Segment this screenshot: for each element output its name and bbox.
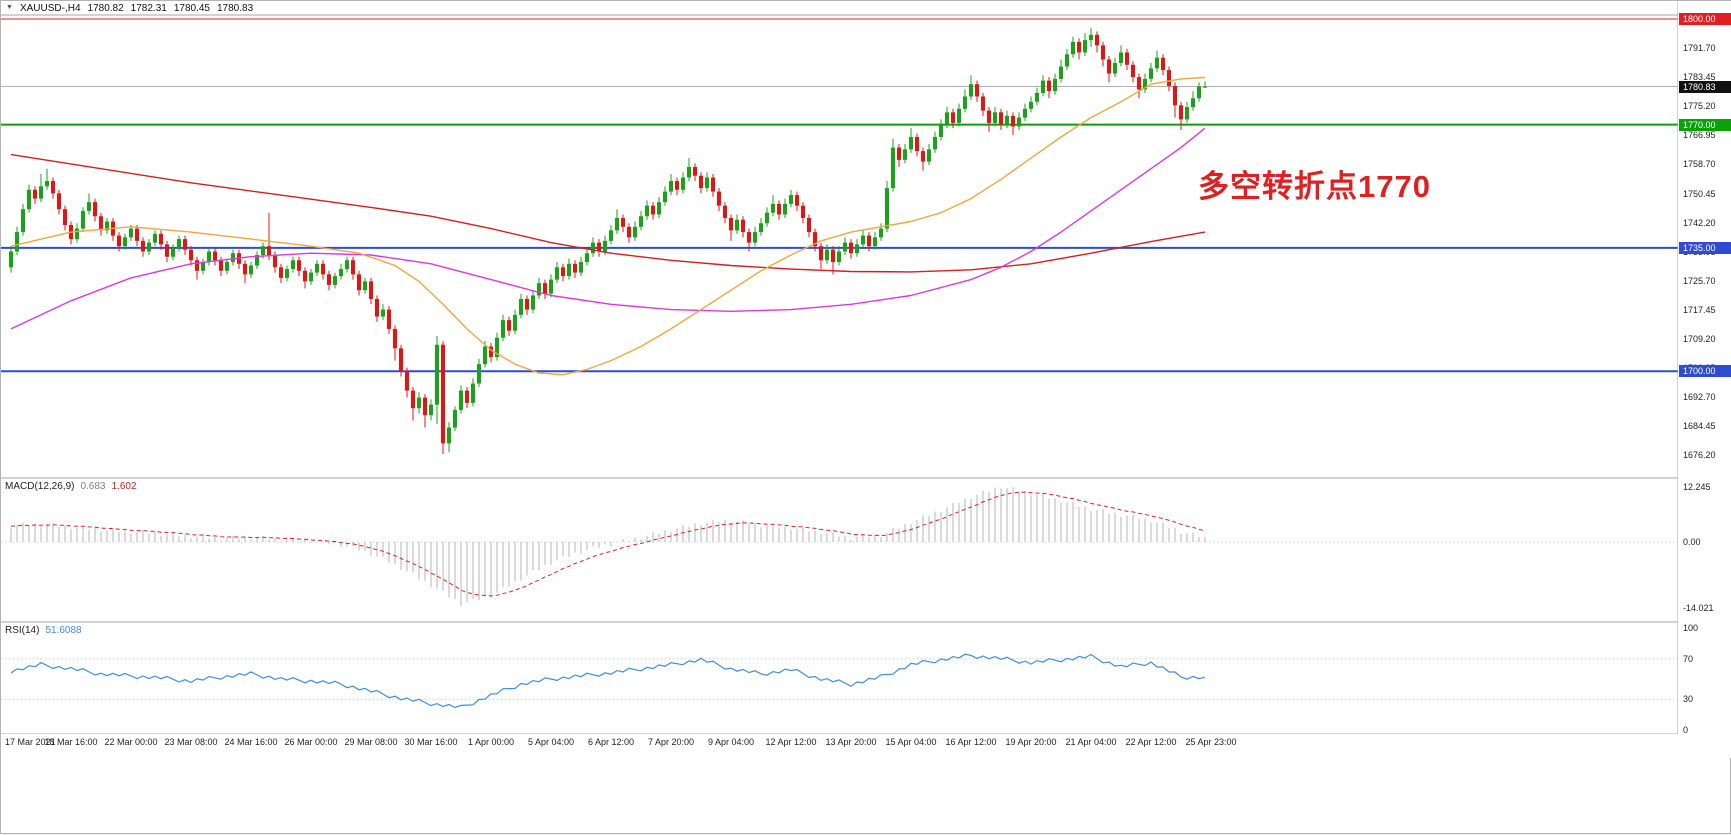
rsi-indicator-label: RSI(14) 51.6088 xyxy=(5,625,82,636)
ohlc-high: 1782.31 xyxy=(130,2,167,14)
price-axis-label: 1766.95 xyxy=(1683,130,1716,141)
rsi-axis-label: 30 xyxy=(1683,694,1694,705)
rsi-axis-label: 0 xyxy=(1683,725,1689,735)
candles-layer xyxy=(9,27,1207,454)
price-line-badge: 1780.83 xyxy=(1679,80,1731,93)
macd-layer xyxy=(1,487,1678,607)
time-axis-label: 30 Mar 16:00 xyxy=(404,737,458,747)
price-axis-label: 1758.70 xyxy=(1683,159,1716,170)
price-axis-label: 1775.20 xyxy=(1683,101,1716,112)
rsi-name: RSI(14) xyxy=(5,625,40,636)
price-axis-label: 1783.45 xyxy=(1683,72,1716,83)
price-line-badge: 1700.00 xyxy=(1679,365,1731,378)
macd-name: MACD(12,26,9) xyxy=(5,481,75,492)
macd-main-value: 0.683 xyxy=(80,481,106,492)
macd-axis-label: 0.00 xyxy=(1683,537,1701,547)
price-axis-label: 1725.70 xyxy=(1683,275,1716,286)
time-axis-label: 1 Apr 00:00 xyxy=(467,737,515,747)
time-axis-label: 19 Apr 20:00 xyxy=(1005,737,1057,747)
price-axis-label: 1750.45 xyxy=(1683,188,1716,199)
time-axis-label: 16 Apr 12:00 xyxy=(945,737,997,747)
price-line-badge: 1770.00 xyxy=(1679,118,1731,131)
time-axis-label: 9 Apr 04:00 xyxy=(707,737,755,747)
ohlc-open: 1780.82 xyxy=(87,2,124,14)
price-axis-label: 1791.70 xyxy=(1683,43,1716,54)
macd-signal-value: 1.602 xyxy=(111,481,137,492)
time-axis-label: 5 Apr 04:00 xyxy=(527,737,575,747)
price-line-badge: 1735.00 xyxy=(1679,241,1731,254)
time-axis-label: 12 Apr 12:00 xyxy=(765,737,817,747)
time-axis-label: 26 Mar 00:00 xyxy=(284,737,338,747)
macd-indicator-label: MACD(12,26,9) 0.683 1.602 xyxy=(5,481,137,492)
price-axis-label: 1692.70 xyxy=(1683,391,1716,402)
price-line-badge: 1800.00 xyxy=(1679,13,1731,25)
price-axis-label: 1684.45 xyxy=(1683,420,1716,431)
chart-header: ▼ XAUUSD-,H4 1780.82 1782.31 1780.45 178… xyxy=(6,2,253,14)
time-axis-label: 15 Apr 04:00 xyxy=(885,737,937,747)
rsi-axis-label: 100 xyxy=(1683,623,1699,633)
price-axis-label: 1709.20 xyxy=(1683,333,1716,344)
macd-axis-label: 12.245 xyxy=(1683,482,1711,492)
time-axis[interactable] xyxy=(1,734,1731,758)
time-axis-label: 23 Mar 08:00 xyxy=(164,737,218,747)
rsi-axis-label: 70 xyxy=(1683,653,1694,664)
time-axis-label: 18 Mar 16:00 xyxy=(44,737,98,747)
time-axis-label: 13 Apr 20:00 xyxy=(825,737,877,747)
collapse-icon[interactable]: ▼ xyxy=(6,4,13,11)
symbol-period-label: XAUUSD-,H4 xyxy=(19,2,81,14)
moving-averages-layer xyxy=(10,76,1206,376)
time-axis-label: 29 Mar 08:00 xyxy=(344,737,398,747)
time-axis-label: 7 Apr 20:00 xyxy=(647,737,695,747)
time-axis-label: 17 Mar 2021 xyxy=(5,737,56,747)
price-axis-label: 1676.20 xyxy=(1683,450,1716,461)
time-axis-label: 22 Apr 12:00 xyxy=(1125,737,1177,747)
time-axis-label: 22 Mar 00:00 xyxy=(104,737,158,747)
ohlc-close: 1780.83 xyxy=(216,2,254,14)
trend-annotation[interactable]: 多空转折点1770 xyxy=(1198,169,1431,204)
time-axis-label: 21 Apr 04:00 xyxy=(1065,737,1117,747)
time-axis-label: 25 Apr 23:00 xyxy=(1185,737,1237,747)
time-axis-label: 24 Mar 16:00 xyxy=(224,737,278,747)
frame-layer xyxy=(1,1,1731,738)
rsi-layer xyxy=(1,653,1678,709)
ohlc-low: 1780.45 xyxy=(173,2,210,14)
rsi-value: 51.6088 xyxy=(45,625,82,636)
time-axis-label: 6 Apr 12:00 xyxy=(587,737,635,747)
price-axis-label: 1742.20 xyxy=(1683,217,1716,228)
price-axis-label: 1717.45 xyxy=(1683,304,1716,315)
macd-axis-label: -14.021 xyxy=(1683,602,1714,613)
